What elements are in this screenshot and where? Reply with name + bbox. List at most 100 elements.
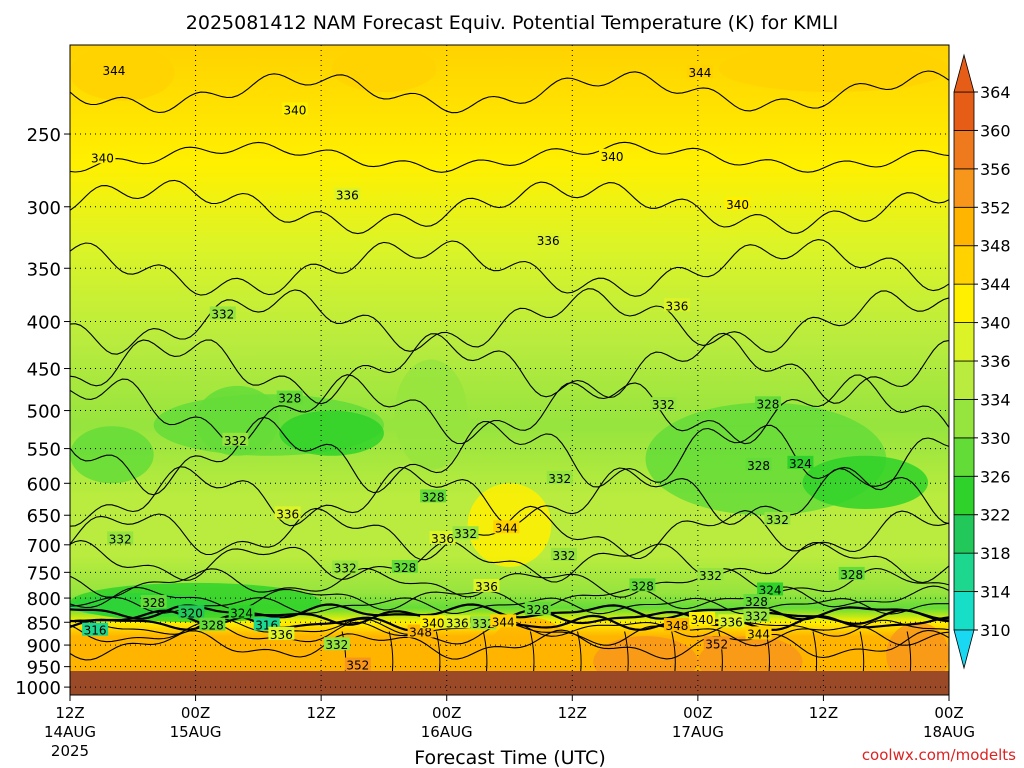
contour-line — [70, 540, 949, 584]
y-tick-label: 450 — [27, 360, 61, 381]
colorbar-swatch — [953, 91, 975, 131]
contour-label-bg — [209, 306, 236, 320]
contour-line — [70, 141, 949, 173]
colorbar-tick-label: 352 — [980, 198, 1011, 217]
contour-label: 336 — [336, 189, 359, 203]
contour-label: 348 — [665, 619, 688, 633]
contour-label-bg — [745, 457, 772, 471]
colorbar-tick-label: 330 — [980, 429, 1011, 448]
contour-line — [70, 239, 949, 297]
contour-label-bg — [493, 520, 520, 534]
x-tick-label: 16AUG — [421, 723, 473, 741]
contour-label-bg — [546, 470, 573, 484]
colorbar-swatch — [953, 399, 975, 439]
contour-label-bg — [724, 197, 751, 211]
colorbar: 310 314 318 322 326 330 334 336 340 344 348 352 356 3… — [953, 53, 1011, 670]
x-tick-label: 00Z — [181, 704, 210, 722]
colorbar-top-arrow — [953, 53, 975, 93]
colorbar-swatch — [953, 322, 975, 362]
colorbar-swatch — [953, 245, 975, 285]
contour-line — [70, 332, 949, 405]
colorbar-swatch — [953, 591, 975, 631]
contour-label: 352 — [705, 637, 728, 651]
contour-line — [70, 179, 949, 235]
contour-label: 332 — [548, 472, 571, 486]
contour-label-bg — [743, 594, 770, 608]
contour-label-bg — [100, 63, 127, 77]
contour-label: 344 — [747, 627, 770, 641]
contour-label-bg — [764, 511, 791, 525]
contour-line — [70, 288, 949, 355]
contour-label-bg — [663, 298, 690, 312]
field-patch — [70, 582, 322, 623]
colorbar-swatch — [953, 514, 975, 554]
field-patches — [70, 45, 949, 688]
contour-label: 340 — [91, 151, 114, 165]
contour-label-bg — [754, 396, 781, 410]
colorbar-tick-label: 336 — [980, 352, 1011, 371]
contour-label: 316 — [84, 624, 107, 638]
colorbar-tick-label: 326 — [980, 467, 1011, 486]
y-tick-label: 500 — [27, 402, 61, 423]
grid — [70, 45, 949, 695]
contour-label: 344 — [102, 64, 125, 78]
contour-label: 328 — [747, 459, 770, 473]
contour-label-bg — [429, 530, 456, 544]
contour-label-bg — [686, 64, 713, 78]
colorbar-tick-label: 322 — [980, 506, 1011, 525]
contour-label: 340 — [284, 103, 307, 117]
field-patch — [718, 45, 949, 92]
contour-label: 328 — [745, 595, 768, 609]
contour-label: 324 — [759, 584, 782, 598]
contour-label: 332 — [325, 638, 348, 652]
y-tick-label: 850 — [27, 613, 61, 634]
y-tick-label: 650 — [27, 506, 61, 527]
contour-label-bg — [276, 390, 303, 404]
contour-label-bg — [743, 608, 770, 622]
contour-label-bg — [107, 531, 134, 545]
x-tick-label: 12Z — [809, 704, 838, 722]
contour-label: 344 — [492, 615, 515, 629]
x-tick-label: 00Z — [683, 704, 712, 722]
contour-label-bg — [689, 611, 716, 625]
contour-label-bg — [452, 526, 479, 540]
contour-label-bg — [344, 657, 371, 671]
colorbar-tick-label: 340 — [980, 314, 1011, 333]
contour-line — [70, 585, 949, 611]
contour-line — [70, 374, 949, 447]
contour-label-bg — [268, 626, 295, 640]
contour-label: 336 — [431, 532, 454, 546]
credit-label: coolwx.com/modelts — [862, 746, 1016, 764]
contour-label-bg — [838, 566, 865, 580]
contour-label: 332 — [766, 513, 789, 527]
x-tick-label: 00Z — [934, 704, 963, 722]
contour-label-bg — [490, 614, 517, 628]
contour-label-bg — [703, 636, 730, 650]
colorbar-tick-label: 356 — [980, 160, 1011, 179]
colorbar-swatch — [953, 283, 975, 323]
contour-label: 320 — [180, 606, 203, 620]
chart-title: 2025081412 NAM Forecast Equiv. Potential… — [186, 12, 838, 34]
contour-label-bg — [444, 615, 471, 629]
contour-label: 340 — [726, 198, 749, 212]
y-tick-label: 750 — [27, 563, 61, 584]
contour-label-bg — [334, 187, 361, 201]
x-tick-label: 00Z — [432, 704, 461, 722]
colorbar-tick-label: 334 — [980, 390, 1011, 409]
colorbar-tick-label: 348 — [980, 237, 1011, 256]
contour-label: 352 — [346, 659, 369, 673]
contour-line — [70, 596, 949, 615]
x-tick-label: 18AUG — [923, 723, 975, 741]
contour-label: 328 — [526, 603, 549, 617]
contour-label-bg — [323, 637, 350, 651]
contour-label: 344 — [495, 521, 518, 535]
contour-label-bg — [535, 232, 562, 246]
y-tick-label: 400 — [27, 313, 61, 334]
y-tick-label: 700 — [27, 536, 61, 557]
contour-label-bg — [550, 547, 577, 561]
contour-label: 336 — [270, 628, 293, 642]
contour-label: 344 — [688, 66, 711, 80]
